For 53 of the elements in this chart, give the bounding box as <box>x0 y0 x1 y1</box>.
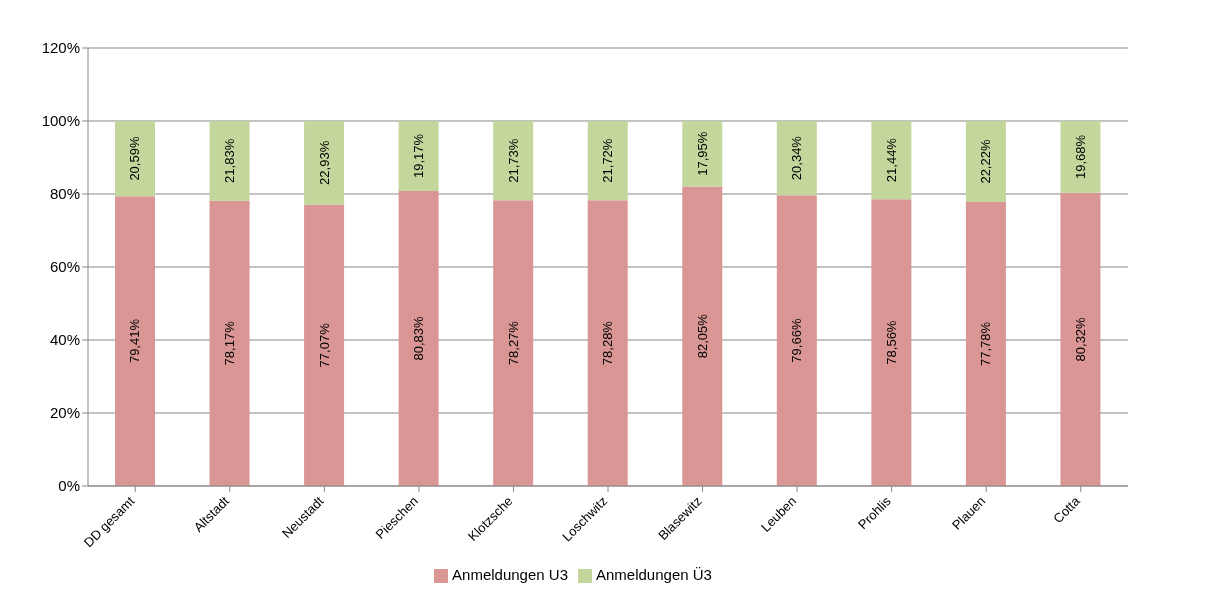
data-label: 21,73% <box>505 138 521 183</box>
y-tick-label: 20% <box>49 404 80 422</box>
data-label: 21,72% <box>600 138 616 183</box>
data-label: 19,68% <box>1072 134 1088 179</box>
data-label: 77,07% <box>316 322 332 368</box>
data-label: 79,41% <box>127 318 143 364</box>
bar <box>587 200 628 486</box>
bar <box>209 200 250 486</box>
data-label: 21,44% <box>883 137 899 183</box>
bar <box>871 199 912 486</box>
data-label: 82,05% <box>694 313 710 359</box>
data-label: 79,66% <box>789 318 805 363</box>
bar <box>493 120 534 201</box>
data-label: 78,56% <box>883 320 899 365</box>
bar <box>398 190 439 486</box>
bar <box>115 196 155 486</box>
bar <box>682 186 723 486</box>
y-tick-label: 100% <box>41 112 80 130</box>
data-label: 78,28% <box>600 320 616 366</box>
data-label: 78,17% <box>222 320 238 366</box>
bar <box>304 120 345 205</box>
bar <box>115 120 155 197</box>
bar <box>304 204 345 486</box>
y-tick-label: 120% <box>41 39 80 57</box>
bar <box>1060 192 1101 486</box>
bar <box>965 120 1006 203</box>
data-label: 21,83% <box>222 138 238 183</box>
bar <box>209 120 250 201</box>
data-label: 22,93% <box>316 140 332 185</box>
y-tick-label: 40% <box>49 331 80 349</box>
bar <box>493 200 534 486</box>
data-label: 78,27% <box>505 320 521 366</box>
data-label: 20,59% <box>127 136 143 181</box>
data-label: 77,78% <box>978 321 994 367</box>
bar <box>398 120 439 191</box>
legend-label: Anmeldungen U3 <box>452 565 568 583</box>
y-tick-label: 0% <box>58 477 80 495</box>
data-label: 22,22% <box>978 139 994 184</box>
y-tick-label: 80% <box>49 185 80 203</box>
bar <box>776 195 817 486</box>
bar <box>776 120 817 196</box>
bar <box>1060 120 1101 193</box>
data-label: 20,34% <box>789 135 805 181</box>
y-tick-label: 60% <box>49 258 80 276</box>
data-label: 19,17% <box>411 133 427 179</box>
bar <box>682 120 723 187</box>
data-label: 80,32% <box>1072 316 1088 362</box>
bar <box>587 120 628 201</box>
bar <box>965 202 1006 486</box>
bar <box>871 120 912 200</box>
data-label: 17,95% <box>694 131 710 176</box>
data-label: 80,83% <box>411 315 427 361</box>
legend-label: Anmeldungen Ü3 <box>596 565 712 583</box>
